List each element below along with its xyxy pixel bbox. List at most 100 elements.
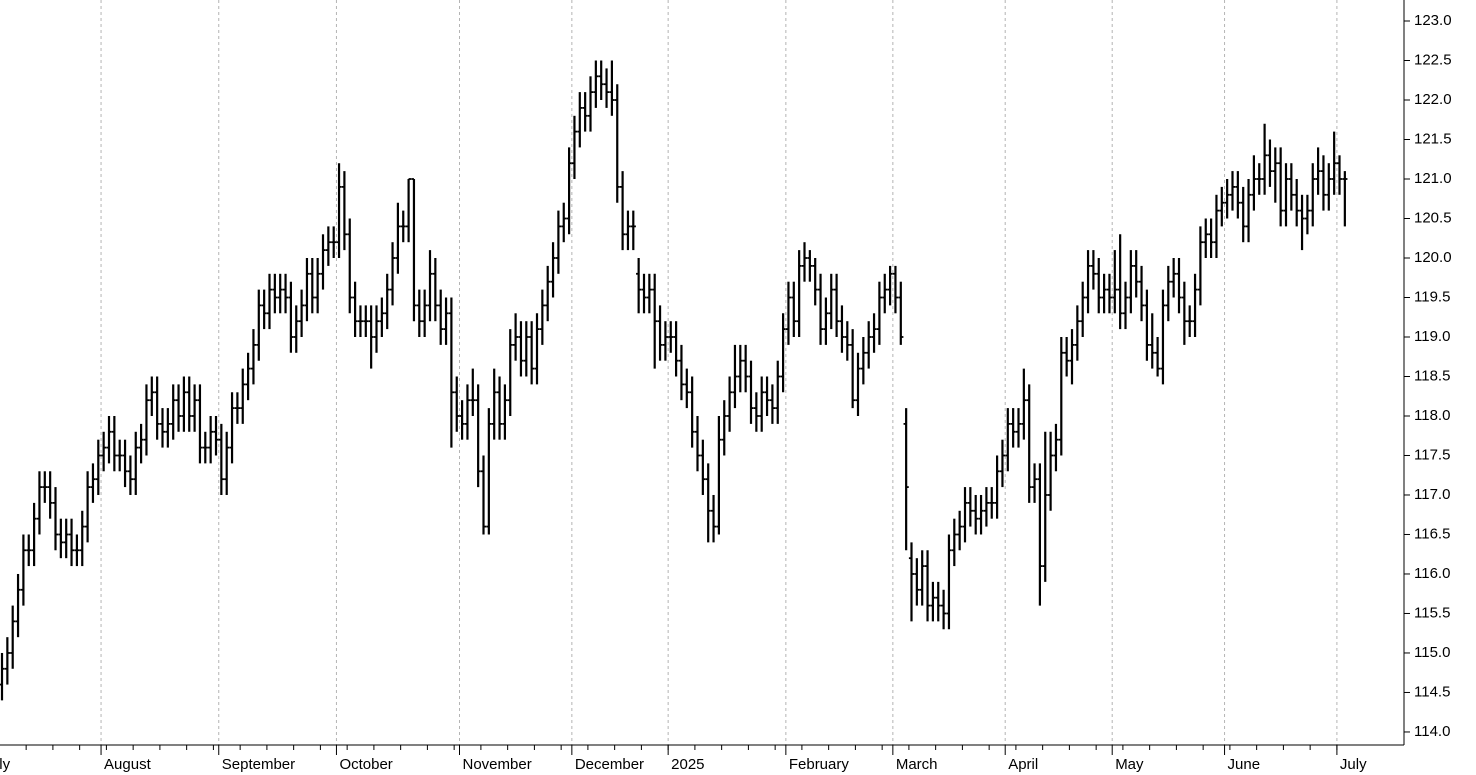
ohlc-bar [860,336,866,385]
ohlc-bar [422,289,428,337]
ohlc-bar [202,431,208,464]
ohlc-bar [855,352,861,416]
y-tick-label: 115.0 [1414,644,1450,661]
ohlc-bar [935,581,941,622]
ohlc-bar [1149,313,1155,369]
ohlc-bar [743,344,749,393]
x-tick-label: December [575,756,644,773]
ohlc-bar [154,376,160,440]
ohlc-bar [919,550,925,606]
ohlc-bar [775,360,781,424]
ohlc-bar [898,281,904,345]
ohlc-bar [989,487,995,519]
x-tick-label: October [339,756,392,773]
ohlc-bar [299,289,305,337]
ohlc-bar [1336,155,1343,195]
ohlc-bar [769,384,775,424]
y-tick-label: 116.5 [1414,525,1450,542]
ohlc-bar [641,273,647,314]
ohlc-bar [1080,281,1086,337]
ohlc-bar [1187,305,1193,337]
ohlc-bar [1262,123,1268,195]
ohlc-bar [534,313,540,385]
ohlc-bar [325,226,331,266]
ohlc-bar [159,408,166,448]
ohlc-bar [197,384,203,464]
ohlc-bar [1171,257,1177,298]
ohlc-bar [85,471,91,543]
ohlc-bar [1064,336,1070,377]
x-tick-label: July [1340,756,1367,773]
y-tick-label: 114.0 [1414,723,1450,740]
ohlc-bar [1192,273,1198,337]
ohlc-bar [470,368,476,416]
ohlc-bar [1320,155,1327,211]
ohlc-bar [892,265,899,314]
ohlc-bar [36,471,43,535]
ohlc-bar [20,534,26,606]
ohlc-bar [411,178,417,322]
ohlc-bar [68,518,75,567]
ohlc-bar [753,392,759,432]
ohlc-bar [1299,194,1305,251]
ohlc-bar [866,321,872,369]
ohlc-bar [373,305,380,353]
ohlc-bar [1181,281,1187,345]
ohlc-bar [603,68,610,108]
ohlc-bar [111,415,117,472]
ohlc-bar [256,289,262,361]
ohlc-bar [1005,408,1011,472]
ohlc-bar [1160,289,1166,385]
y-tick-label: 115.5 [1414,604,1450,621]
ohlc-bar [101,431,107,472]
ohlc-bar [1085,250,1091,314]
ohlc-bar [625,210,631,251]
ohlc-bar [652,273,658,369]
ohlc-bar [1026,384,1032,503]
ohlc-bar [331,226,337,258]
ohlc-bar [973,494,979,535]
ohlc-bar [464,384,471,440]
ohlc-bar [400,210,406,243]
ohlc-bar [475,384,481,488]
ohlc-bar [261,289,267,330]
ohlc-bar [79,510,85,567]
ohlc-bar [186,376,192,432]
ohlc-bar [454,376,460,432]
ohlc-bar [320,234,326,290]
y-tick-label: 114.5 [1414,683,1450,700]
ohlc-bar [908,542,915,622]
ohlc-bar [74,534,80,567]
ohlc-bar [1133,250,1139,298]
ohlc-bar [1310,163,1316,227]
ohlc-bar [1138,265,1145,322]
ohlc-bar [309,257,315,314]
y-tick-label: 120.5 [1414,209,1452,226]
ohlc-bar [978,494,984,535]
ohlc-bar [133,431,139,495]
ohlc-bar [138,423,144,464]
ohlc-bar [448,297,454,448]
ohlc-bar [983,487,989,527]
ohlc-bar [727,376,733,432]
ohlc-bar [914,558,920,606]
ohlc-bar [1203,218,1209,258]
ohlc-bar [293,305,299,353]
ohlc-bar [1010,408,1016,448]
ohlc-bar [357,305,364,337]
ohlc-bar [850,329,856,409]
ohlc-bar [181,376,187,432]
ohlc-bar [432,257,438,322]
ohlc-bar [304,257,310,322]
ohlc-bar [694,415,701,472]
ohlc-bar [999,439,1006,488]
ohlc-bar [828,273,834,330]
ohlc-bar [716,415,722,535]
ohlc-bar [941,589,947,630]
ohlc-bar [1278,147,1284,227]
ohlc-bar [513,313,519,361]
ohlc-bar [368,305,374,369]
ohlc-bar [42,471,48,503]
ohlc-bar [662,321,668,361]
ohlc-bar [1053,423,1059,472]
